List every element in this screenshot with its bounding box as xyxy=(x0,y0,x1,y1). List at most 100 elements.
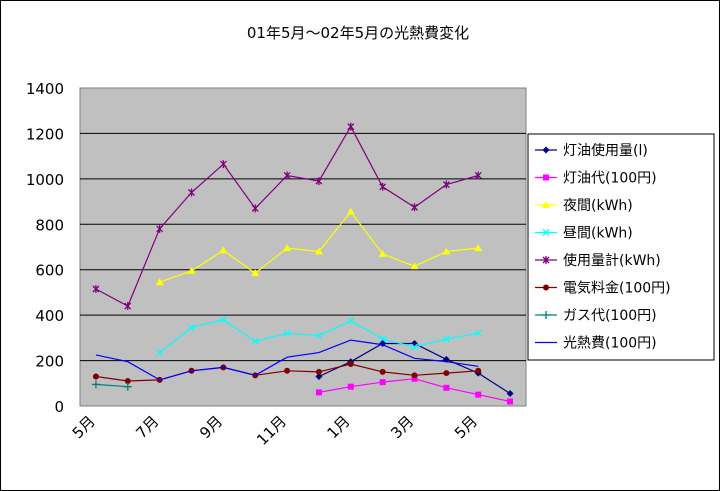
data-point xyxy=(283,244,292,252)
legend-entry: 昼間(kWh) xyxy=(535,226,633,242)
data-point xyxy=(379,182,387,191)
data-point xyxy=(315,372,323,380)
series-line xyxy=(95,339,479,381)
data-point xyxy=(156,224,164,233)
data-point xyxy=(411,343,418,351)
data-point xyxy=(315,389,322,396)
series-6 xyxy=(91,380,132,391)
y-tick-label: 200 xyxy=(35,353,64,371)
legend-marker xyxy=(542,256,550,264)
data-point xyxy=(411,203,418,212)
data-point xyxy=(442,247,451,255)
series-3 xyxy=(156,316,482,357)
data-point xyxy=(124,302,132,311)
x-tick-label: 5月 xyxy=(69,412,99,442)
chart-title: 01年5月～02年5月の光熱費変化 xyxy=(247,24,469,42)
legend-label: 電気料金(100円) xyxy=(563,281,671,297)
data-point xyxy=(506,390,514,398)
legend-entry: ガス代(100円) xyxy=(535,308,657,324)
legend-label: 灯油代(100円) xyxy=(563,171,657,187)
data-point xyxy=(155,278,164,286)
data-point xyxy=(315,177,323,186)
data-point xyxy=(474,244,483,252)
series-line xyxy=(95,383,128,388)
series-4 xyxy=(92,122,482,311)
data-point xyxy=(123,382,132,391)
data-point xyxy=(347,122,355,131)
y-tick-label: 1200 xyxy=(26,125,64,143)
legend-label: 使用量計(kWh) xyxy=(563,252,661,269)
data-point xyxy=(92,373,99,380)
data-point xyxy=(315,368,322,375)
data-point xyxy=(315,332,323,340)
series-2 xyxy=(155,207,483,286)
data-point xyxy=(91,380,100,389)
data-point xyxy=(188,324,195,332)
data-point xyxy=(379,368,386,375)
legend-entries: 灯油使用量(l) 灯油代(100円) 夜間(kWh) 昼間(kWh) 使用量計(kWh)… xyxy=(535,142,671,352)
x-tick-label: 1月 xyxy=(324,412,354,442)
x-axis-ticks: 5月 7月 9月 11月 1月 3月 5月 xyxy=(69,412,481,449)
x-tick-label: 5月 xyxy=(451,412,481,442)
data-point xyxy=(347,317,355,325)
data-point xyxy=(475,391,482,398)
data-point xyxy=(442,180,450,189)
y-tick-label: 800 xyxy=(35,216,64,234)
y-tick-label: 600 xyxy=(35,262,64,280)
data-point xyxy=(251,204,259,213)
legend-label: 灯油使用量(l) xyxy=(563,142,648,159)
data-point xyxy=(411,375,418,382)
data-point xyxy=(475,367,482,374)
data-point xyxy=(219,160,227,169)
series-layer xyxy=(91,122,514,405)
legend-entry: 夜間(kWh) xyxy=(535,198,633,214)
data-point xyxy=(124,378,131,385)
data-point xyxy=(188,188,195,197)
series-1 xyxy=(315,375,514,405)
y-axis-ticks: 0 200 400 600 800 1000 1200 1400 xyxy=(26,80,64,416)
data-point xyxy=(219,246,228,254)
data-point xyxy=(411,372,418,379)
data-point xyxy=(379,379,386,386)
data-point xyxy=(251,269,260,277)
data-point xyxy=(347,383,354,390)
data-point xyxy=(507,398,514,405)
legend-entry: 光熱費(100円) xyxy=(535,336,657,352)
data-point xyxy=(92,285,100,294)
data-point xyxy=(283,329,291,337)
data-point xyxy=(379,335,387,343)
legend-entry: 灯油代(100円) xyxy=(535,171,657,187)
data-point xyxy=(314,247,323,255)
series-7 xyxy=(95,339,479,381)
x-tick-label: 11月 xyxy=(253,412,290,449)
data-point xyxy=(283,171,291,180)
legend xyxy=(527,133,715,361)
data-point xyxy=(474,329,482,337)
data-point xyxy=(347,360,354,367)
legend-entry: 灯油使用量(l) xyxy=(535,142,648,159)
legend-marker xyxy=(542,229,550,236)
y-tick-label: 1400 xyxy=(26,80,64,98)
plot-area xyxy=(79,87,527,407)
data-point xyxy=(251,337,259,345)
data-point xyxy=(443,370,450,377)
y-tick-label: 1000 xyxy=(26,171,64,189)
data-point xyxy=(346,207,355,215)
data-point xyxy=(378,249,387,257)
data-point xyxy=(284,367,291,374)
legend-marker xyxy=(542,311,550,319)
y-tick-label: 0 xyxy=(54,398,64,416)
legend-marker xyxy=(542,146,550,154)
y-tick-label: 400 xyxy=(35,307,64,325)
data-point xyxy=(474,171,482,180)
x-tick-label: 3月 xyxy=(387,412,417,442)
legend-marker xyxy=(542,201,550,208)
legend-marker xyxy=(543,284,549,291)
legend-entry: 電気料金(100円) xyxy=(535,281,671,297)
legend-label: 夜間(kWh) xyxy=(563,198,633,214)
legend-marker xyxy=(543,174,549,181)
data-point xyxy=(410,262,419,270)
data-point xyxy=(443,384,450,391)
x-tick-label: 7月 xyxy=(132,412,162,442)
